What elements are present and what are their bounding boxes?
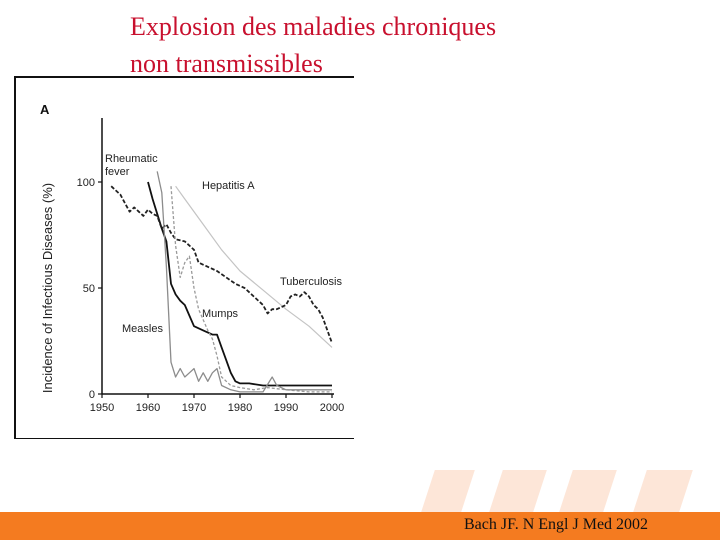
series-line-hepatitis-a — [175, 185, 333, 348]
figure-panel: A Incidence of Infectious Diseases (%) 1… — [14, 76, 354, 439]
slide-title: Explosion des maladies chroniques non tr… — [130, 8, 690, 82]
axis-ticks: 1950 1960 1970 1980 1990 2000 0 50 100 — [77, 177, 345, 414]
x-tick-label: 1980 — [228, 402, 252, 414]
slide-title-line-2: non transmissibles — [130, 49, 323, 78]
panel-letter: A — [40, 102, 50, 117]
series-label-rheumatic-fever: Rheumatic — [105, 153, 158, 165]
y-tick-label: 100 — [77, 177, 95, 189]
y-tick-label: 50 — [83, 283, 95, 295]
series-label-mumps: Mumps — [202, 308, 239, 320]
x-tick-label: 1970 — [182, 402, 206, 414]
decorative-stripe-4 — [633, 470, 693, 512]
decorative-stripe-3 — [559, 470, 617, 512]
slide-title-line-1: Explosion des maladies chroniques — [130, 12, 497, 41]
series-lines — [110, 171, 333, 393]
citation: Bach JF. N Engl J Med 2002 — [464, 516, 649, 533]
series-label-tuberculosis: Tuberculosis — [280, 276, 342, 288]
series-label-measles: Measles — [122, 323, 163, 335]
y-tick-label: 0 — [89, 389, 95, 401]
y-axis-label: Incidence of Infectious Diseases (%) — [40, 183, 55, 393]
decorative-stripe-1 — [421, 470, 475, 512]
x-tick-label: 1960 — [136, 402, 160, 414]
footer-bar — [0, 512, 720, 540]
x-tick-label: 2000 — [320, 402, 344, 414]
series-line-measles — [156, 171, 332, 393]
series-label-hepatitis-a: Hepatitis A — [202, 180, 255, 192]
series-line-mumps — [170, 186, 332, 393]
decorative-stripe-2 — [489, 470, 547, 512]
x-tick-label: 1950 — [90, 402, 114, 414]
series-label-rheumatic-fever: fever — [105, 166, 130, 178]
incidence-chart: A Incidence of Infectious Diseases (%) 1… — [40, 102, 345, 414]
x-tick-label: 1990 — [274, 402, 298, 414]
series-line-tuberculosis — [110, 185, 333, 344]
